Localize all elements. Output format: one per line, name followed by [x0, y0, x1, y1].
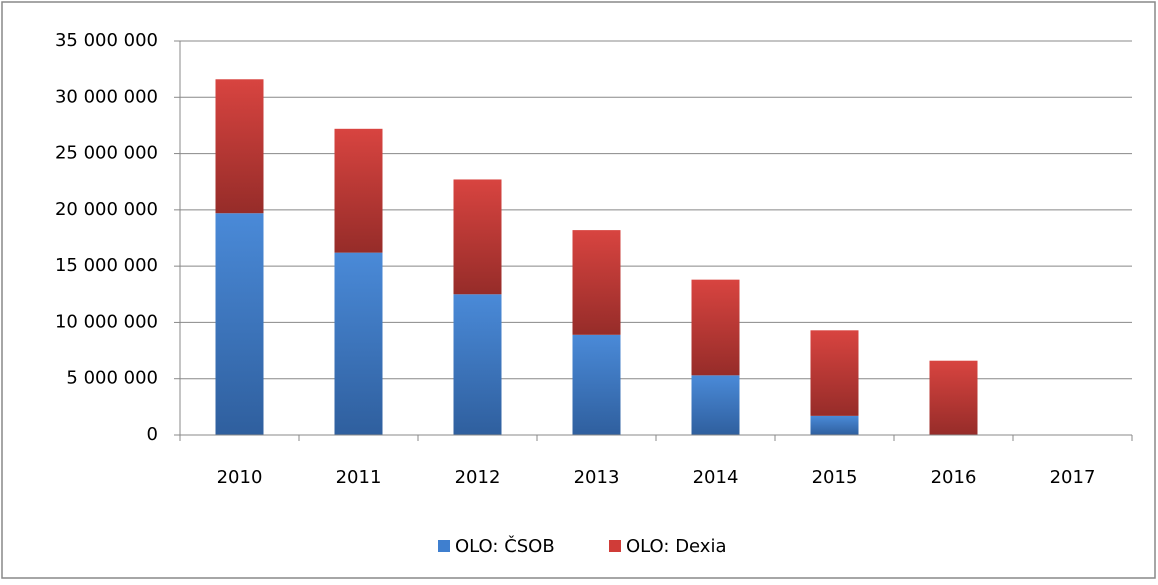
y-tick-label: 20 000 000: [55, 199, 158, 220]
bar-segment: [691, 279, 740, 376]
y-tick-label: 0: [147, 424, 158, 445]
y-tick-label: 30 000 000: [55, 86, 158, 107]
bar-segment: [929, 360, 978, 435]
y-tick-label: 15 000 000: [55, 255, 158, 276]
x-tick-label: 2010: [217, 467, 263, 488]
x-tick-label: 2015: [812, 467, 858, 488]
legend-label: OLO: Dexia: [626, 536, 727, 557]
bar-segment: [453, 294, 502, 435]
bar-segment: [215, 79, 264, 214]
x-tick-label: 2012: [455, 467, 501, 488]
legend-swatch: [609, 540, 621, 552]
x-tick-label: 2011: [336, 467, 382, 488]
bar-segment: [691, 375, 740, 435]
x-tick-label: 2016: [931, 467, 977, 488]
bar-segment: [572, 230, 621, 335]
x-tick-label: 2014: [693, 467, 739, 488]
bar-segment: [572, 334, 621, 435]
bar-segment: [334, 252, 383, 435]
y-tick-label: 25 000 000: [55, 143, 158, 164]
y-tick-label: 5 000 000: [66, 368, 158, 389]
bar-segment: [334, 128, 383, 253]
bar-segment: [810, 415, 859, 435]
legend-label: OLO: ČSOB: [455, 535, 555, 557]
x-tick-label: 2017: [1050, 467, 1096, 488]
y-tick-label: 35 000 000: [55, 30, 158, 51]
bar-segment: [810, 330, 859, 416]
bar-segment: [215, 213, 264, 435]
x-tick-label: 2013: [574, 467, 620, 488]
y-tick-label: 10 000 000: [55, 311, 158, 332]
legend-swatch: [438, 540, 450, 552]
bar-segment: [453, 179, 502, 295]
